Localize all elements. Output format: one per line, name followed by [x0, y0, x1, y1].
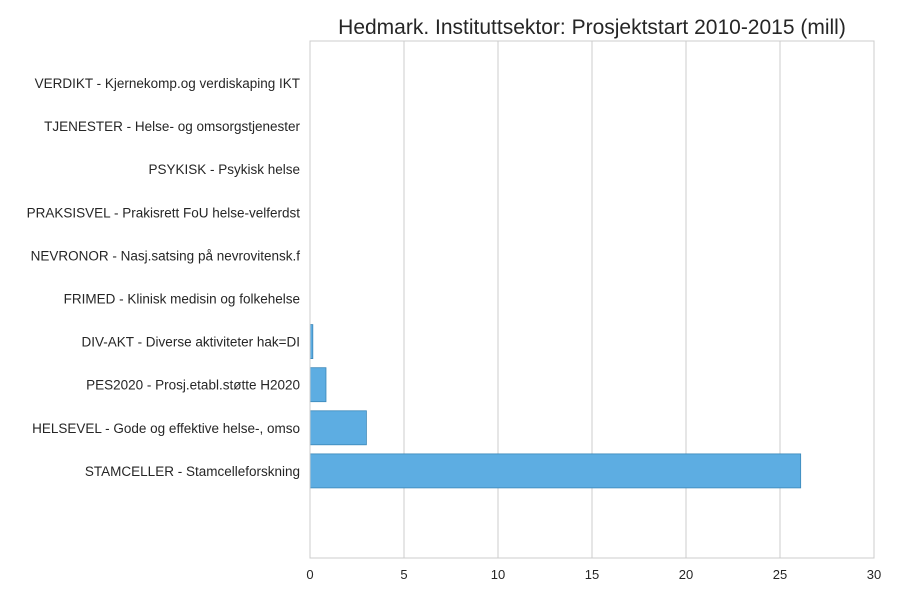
- x-tick-label: 5: [400, 567, 407, 582]
- category-label: PSYKISK - Psykisk helse: [148, 162, 300, 177]
- category-label: DIV-AKT - Diverse aktiviteter hak=DI: [82, 335, 300, 350]
- category-labels: VERDIKT - Kjernekomp.og verdiskaping IKT…: [27, 76, 301, 479]
- category-label: HELSEVEL - Gode og effektive helse-, oms…: [32, 421, 300, 436]
- category-label: STAMCELLER - Stamcelleforskning: [85, 464, 300, 479]
- category-label: PRAKSISVEL - Prakisrett FoU helse-velfer…: [27, 205, 301, 220]
- bars: [309, 66, 802, 489]
- category-label: TJENESTER - Helse- og omsorgstjenester: [44, 119, 300, 134]
- bar: [309, 453, 802, 489]
- category-label: FRIMED - Klinisk medisin og folkehelse: [64, 292, 300, 307]
- bar: [309, 367, 327, 403]
- x-tick-label: 10: [491, 567, 505, 582]
- x-tick-label: 20: [679, 567, 693, 582]
- x-tick-label: 30: [867, 567, 881, 582]
- category-label: VERDIKT - Kjernekomp.og verdiskaping IKT: [35, 76, 300, 91]
- x-tick-label: 25: [773, 567, 787, 582]
- x-tick-label: 0: [306, 567, 313, 582]
- category-label: NEVRONOR - Nasj.satsing på nevrovitensk.…: [31, 248, 301, 263]
- plot-frame: [309, 40, 875, 559]
- category-label: PES2020 - Prosj.etabl.støtte H2020: [86, 378, 300, 393]
- x-tick-labels: 0 5 10 15 20 25 30: [306, 567, 881, 582]
- x-tick-label: 15: [585, 567, 599, 582]
- chart-title: Hedmark. Instituttsektor: Prosjektstart …: [338, 16, 846, 39]
- bar: [309, 410, 367, 446]
